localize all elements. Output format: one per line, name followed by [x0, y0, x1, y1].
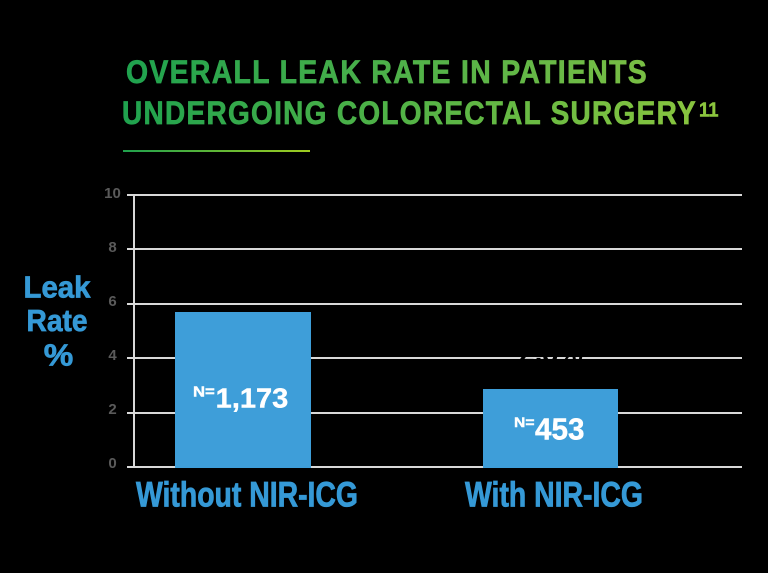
svg-text:453: 453 — [535, 412, 585, 447]
svg-text:Without NIR-ICG: Without NIR-ICG — [136, 476, 358, 515]
svg-text:Rate: Rate — [27, 303, 88, 338]
svg-text:2.8%: 2.8% — [519, 337, 583, 368]
svg-text:OVERALL LEAK RATE IN PATIENTS: OVERALL LEAK RATE IN PATIENTS — [126, 54, 648, 90]
svg-text:1,173: 1,173 — [216, 383, 289, 414]
svg-text:N=: N= — [514, 414, 535, 430]
svg-text:With NIR-ICG: With NIR-ICG — [465, 476, 643, 515]
svg-text:11: 11 — [699, 100, 719, 122]
svg-text:%: % — [44, 338, 74, 373]
svg-text:Leak: Leak — [24, 270, 92, 305]
svg-text:UNDERGOING COLORECTAL SURGERY: UNDERGOING COLORECTAL SURGERY — [122, 95, 697, 131]
svg-text:N=: N= — [193, 384, 215, 401]
